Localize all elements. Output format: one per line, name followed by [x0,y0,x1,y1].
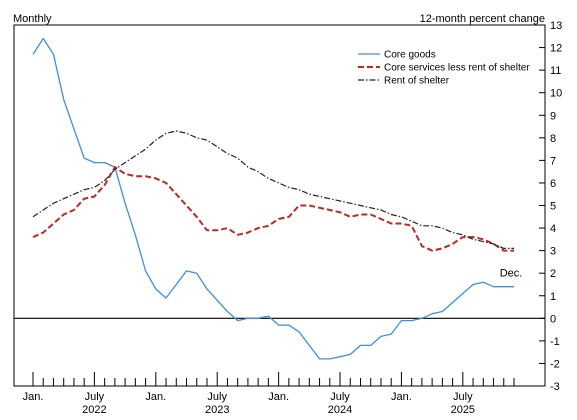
y-tick-label: 10 [550,88,562,100]
y-tick-label: 13 [550,20,562,32]
y-tick-label: 2 [550,268,556,280]
year-label: 2025 [451,404,475,416]
series-line-0 [32,37,514,360]
y-tick-label: 9 [550,110,556,122]
y-tick-label: 0 [550,313,556,325]
y-tick-label: -3 [550,381,560,393]
y-tick-label: 3 [550,246,556,258]
y-tick-label: -1 [550,336,560,348]
y-tick-label: 1 [550,291,556,303]
legend-label-1: Core services less rent of shelter [384,63,530,74]
x-tick-label: Jan. [145,391,166,403]
legend: Core goods Core services less rent of she… [358,50,530,87]
legend-label-0: Core goods [384,50,436,61]
x-tick-label: Jan. [268,391,289,403]
year-label: 2023 [205,404,229,416]
plot-frame [13,24,546,387]
y-tick-label: 12 [550,43,562,55]
x-tick-label: Jan. [391,391,412,403]
x-tick-label: July [330,391,350,403]
y-tick-label: 5 [550,201,556,213]
plot-border [13,24,546,387]
legend-label-2: Rent of shelter [384,76,450,87]
series-line-2 [32,130,514,249]
x-tick-label: Jan. [23,391,44,403]
year-label: 2024 [328,404,352,416]
x-tick-label: July [207,391,227,403]
series-line-1 [32,166,514,252]
y-tick-label: 7 [550,155,556,167]
right-header: 12-month percent change [420,13,545,25]
y-tick-label: -2 [550,358,560,370]
year-label: 2022 [82,404,106,416]
x-tick-label: July [85,391,105,403]
left-header: Monthly [13,13,52,25]
y-tick-label: 8 [550,133,556,145]
y-tick-label: 11 [550,65,561,77]
x-tick-label: July [453,391,473,403]
series-layer [32,37,514,360]
end-annotation: Dec. [500,268,523,280]
y-tick-label: 4 [550,223,556,235]
y-tick-label: 6 [550,178,556,190]
